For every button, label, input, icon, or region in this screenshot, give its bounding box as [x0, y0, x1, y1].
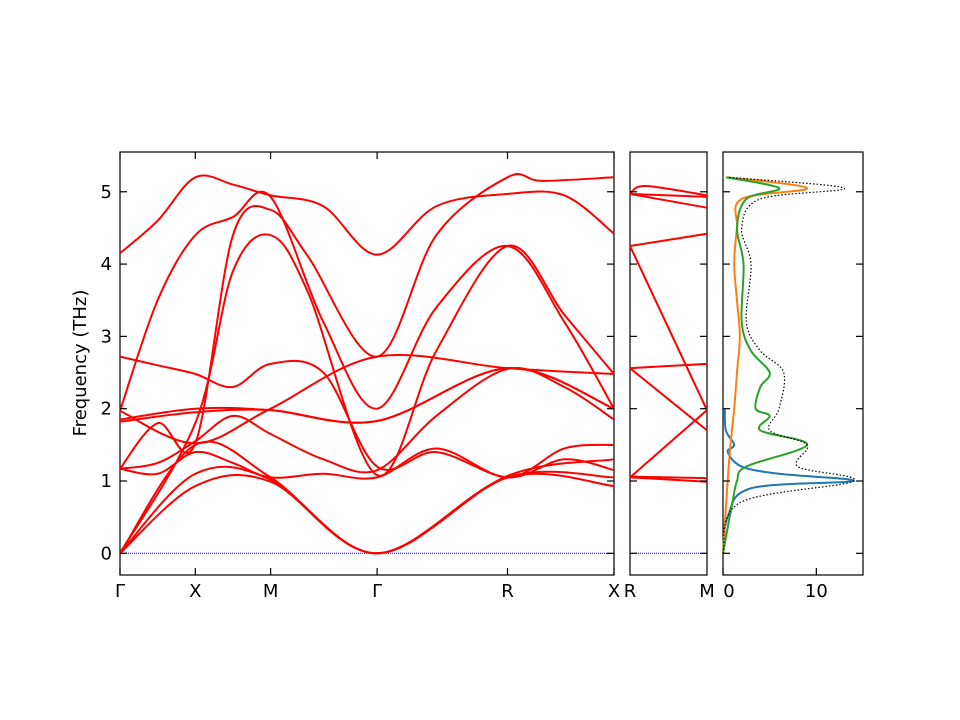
- x-tick-label: X: [189, 581, 201, 602]
- side-y-ticks: [630, 191, 707, 554]
- band-line: [629, 192, 708, 209]
- y-tick-label: 0: [101, 543, 112, 564]
- band-line: [119, 440, 615, 555]
- band-line: [119, 173, 615, 470]
- band-line: [629, 245, 708, 411]
- x-tick-label: R: [624, 581, 637, 602]
- dos-line: [722, 176, 809, 554]
- band-line: [629, 362, 708, 370]
- dos-lines: [722, 176, 856, 554]
- y-axis-title: Frequency (THz): [70, 290, 91, 437]
- panel-dos-frame: [722, 151, 864, 576]
- main-band-lines: [119, 173, 615, 555]
- band-line: [119, 355, 615, 479]
- x-tick-label: 0: [723, 581, 734, 602]
- x-tick-label: Γ: [115, 581, 125, 602]
- y-tick-label: 2: [101, 399, 112, 420]
- x-tick-label: R: [501, 581, 514, 602]
- x-tick-label: M: [263, 581, 279, 602]
- band-line: [119, 174, 615, 256]
- panel-main-frame: [119, 151, 615, 576]
- dos-line: [722, 176, 856, 554]
- panel-dos: 0 10: [722, 151, 864, 602]
- band-line: [629, 475, 708, 480]
- main-y-ticks: 0 1 2 3 4 5: [101, 182, 614, 564]
- dos-line: [722, 176, 809, 554]
- band-line: [119, 443, 615, 480]
- band-line: [629, 409, 708, 479]
- y-tick-label: 5: [101, 182, 112, 203]
- y-tick-label: 3: [101, 326, 112, 347]
- x-tick-label: M: [699, 581, 715, 602]
- band-line: [629, 232, 708, 247]
- x-tick-label: 10: [805, 581, 828, 602]
- y-tick-label: 4: [101, 254, 112, 275]
- band-line: [629, 367, 708, 432]
- x-tick-label: Γ: [372, 581, 382, 602]
- dos-ticks: 0 10: [722, 191, 863, 602]
- x-tick-label: X: [608, 581, 620, 602]
- panel-main: 0 1 2 3 4 5 Γ X M Γ R X Frequency (THz): [70, 151, 620, 602]
- panel-side-frame: [629, 151, 708, 576]
- y-tick-label: 1: [101, 471, 112, 492]
- band-line: [119, 190, 615, 412]
